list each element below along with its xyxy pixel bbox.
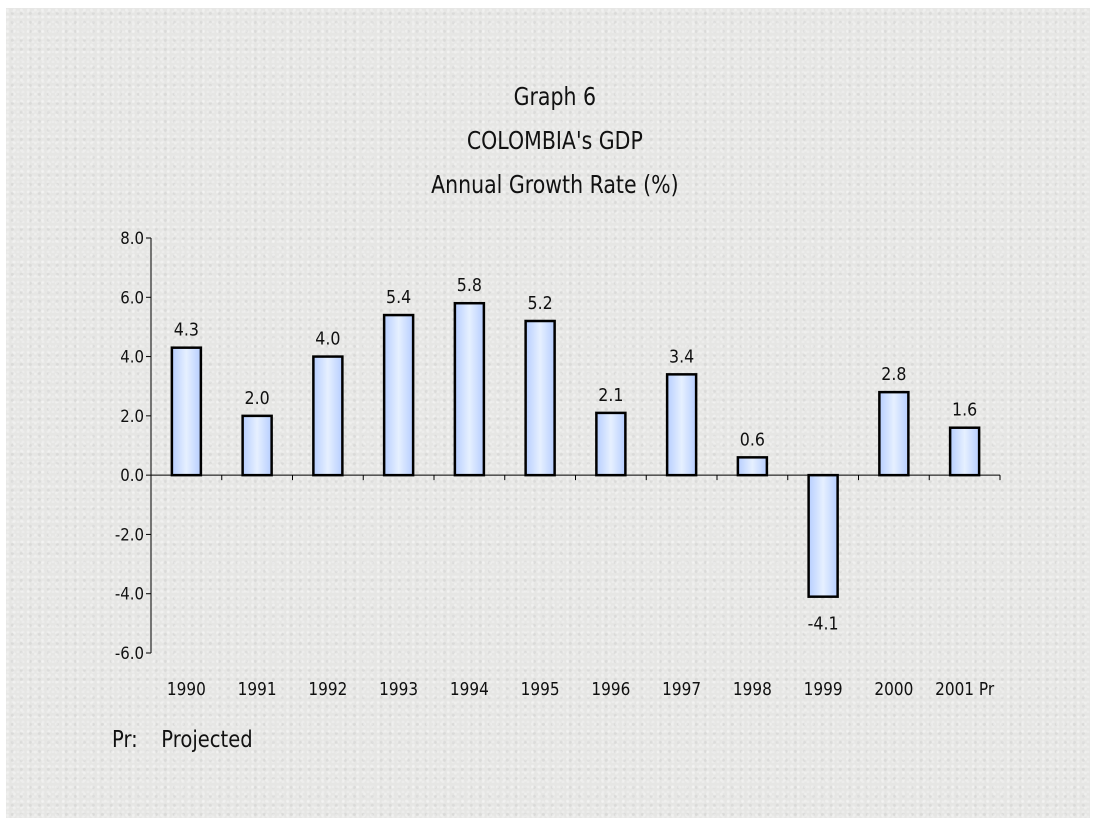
category-label: 2001 Pr: [935, 678, 994, 700]
category-label: 1991: [238, 678, 277, 700]
value-label: 0.6: [740, 428, 765, 449]
y-tick-label: 2.0: [120, 406, 144, 426]
value-label: 5.8: [457, 274, 482, 295]
category-label: 1998: [733, 678, 772, 700]
category-label: 1996: [591, 678, 630, 700]
value-label: 3.4: [669, 345, 694, 366]
category-label: 2000: [874, 678, 913, 700]
category-label: 1993: [379, 678, 418, 700]
category-label: 1995: [521, 678, 560, 700]
y-tick-label: -2.0: [115, 525, 144, 545]
value-label: 2.0: [245, 387, 270, 408]
category-label: 1999: [804, 678, 843, 700]
chart-title: Graph 6: [513, 82, 597, 111]
category-label: 1994: [450, 678, 489, 700]
bar-1998: [736, 456, 769, 477]
chart-subtitle-2: Annual Growth Rate (%): [431, 170, 679, 199]
footnote-text: Projected: [161, 727, 253, 753]
bar-1991: [241, 414, 273, 477]
value-label: 1.6: [952, 399, 977, 420]
category-label: 1997: [662, 678, 701, 700]
bar-1993: [382, 313, 415, 477]
category-label: 1992: [308, 678, 347, 700]
value-label: -4.1: [808, 613, 839, 634]
chart-subtitle: COLOMBIA's GDP: [466, 126, 643, 155]
bar-1999: [807, 473, 839, 598]
y-tick-label: 8.0: [120, 228, 144, 248]
y-tick-label: 4.0: [120, 347, 144, 367]
bar-1997: [665, 373, 698, 477]
value-label: 2.8: [881, 363, 906, 384]
bar-2000: [878, 390, 910, 477]
bar-2001-pr: [948, 426, 981, 477]
value-label: 5.2: [528, 292, 553, 313]
value-label: 4.3: [174, 319, 199, 340]
labels: 4.3 1990 2.0 1991 4.0 1992 5.4 1993 5.8 1994 5.2 19…: [167, 274, 994, 699]
axes: -6.0 -4.0 -2.0 0.0 2.0 4.0 6.0 8.0: [115, 228, 1001, 663]
footnote-abbr: Pr:: [112, 727, 138, 753]
value-label: 2.1: [598, 384, 623, 405]
y-tick-label: -6.0: [115, 643, 144, 663]
value-label: 4.0: [315, 328, 340, 349]
bar-1995: [524, 319, 556, 477]
y-tick-label: 6.0: [120, 287, 144, 307]
bars: [170, 301, 981, 598]
bar-1990: [170, 346, 203, 477]
category-label: 1990: [167, 678, 206, 700]
footnote: Pr: Projected: [112, 727, 253, 753]
bar-1994: [453, 301, 486, 477]
y-tick-label: 0.0: [120, 465, 144, 485]
bar-1992: [312, 355, 344, 477]
value-label: 5.4: [386, 286, 411, 307]
bar-1996: [595, 411, 627, 477]
y-tick-label: -4.0: [115, 584, 144, 604]
